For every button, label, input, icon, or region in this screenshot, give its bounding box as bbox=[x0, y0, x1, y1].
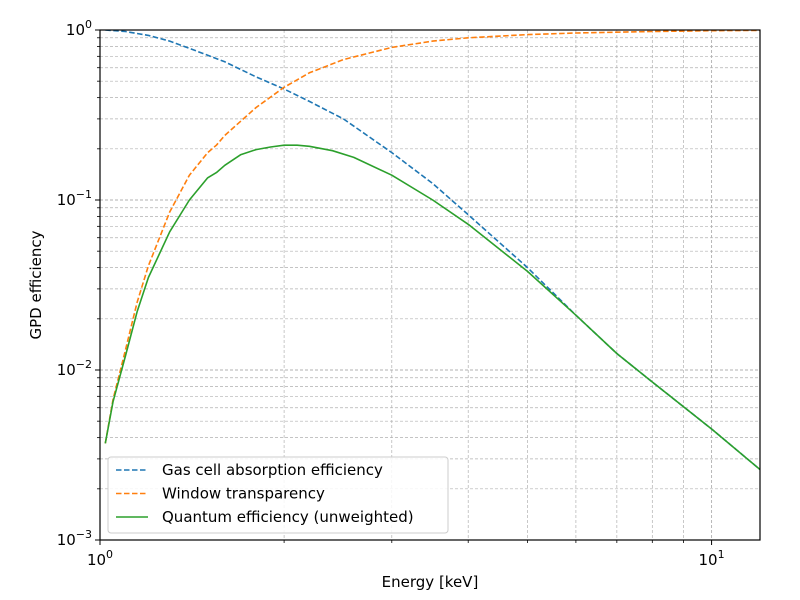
y-tick-label: 10−2 bbox=[57, 358, 92, 379]
legend: Gas cell absorption efficiency Window tra… bbox=[107, 456, 449, 534]
series-line-quantum-efficiency-unweighted bbox=[104, 144, 760, 471]
series-line-window-transparency bbox=[104, 30, 760, 444]
y-axis-label: GPD efficiency bbox=[27, 230, 45, 339]
series-line-gas-cell-absorption-efficiency bbox=[105, 30, 760, 471]
y-tick-label: 100 bbox=[66, 18, 92, 39]
tick-labels: 100 101 10−3 10−2 10−1 100 bbox=[57, 18, 725, 569]
legend-label-quantum-efficiency-unweighted: Quantum efficiency (unweighted) bbox=[162, 508, 414, 526]
x-tick-label: 101 bbox=[699, 548, 725, 569]
x-tick-label: 100 bbox=[87, 548, 113, 569]
legend-label-gas-cell-absorption-efficiency: Gas cell absorption efficiency bbox=[162, 461, 383, 479]
y-tick-label: 10−1 bbox=[57, 188, 92, 209]
series-layer bbox=[104, 30, 760, 471]
y-tick-label: 10−3 bbox=[57, 528, 92, 549]
legend-box bbox=[107, 456, 449, 534]
x-axis-label: Energy [keV] bbox=[382, 573, 479, 591]
plot-frame bbox=[99, 29, 761, 541]
ticks bbox=[95, 29, 713, 545]
legend-label-window-transparency: Window transparency bbox=[162, 485, 325, 503]
